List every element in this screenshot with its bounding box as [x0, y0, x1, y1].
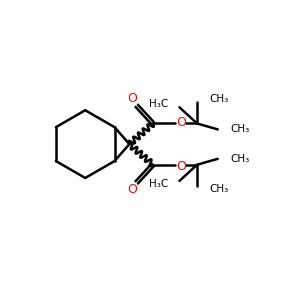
Text: O: O [177, 116, 186, 128]
Text: CH₃: CH₃ [209, 184, 229, 194]
Text: O: O [128, 183, 137, 196]
Text: CH₃: CH₃ [230, 154, 249, 164]
Text: O: O [128, 92, 137, 105]
Text: O: O [177, 160, 186, 173]
Text: CH₃: CH₃ [230, 124, 249, 134]
Text: CH₃: CH₃ [209, 94, 229, 104]
Text: H₃C: H₃C [149, 179, 168, 190]
Text: H₃C: H₃C [149, 99, 168, 109]
